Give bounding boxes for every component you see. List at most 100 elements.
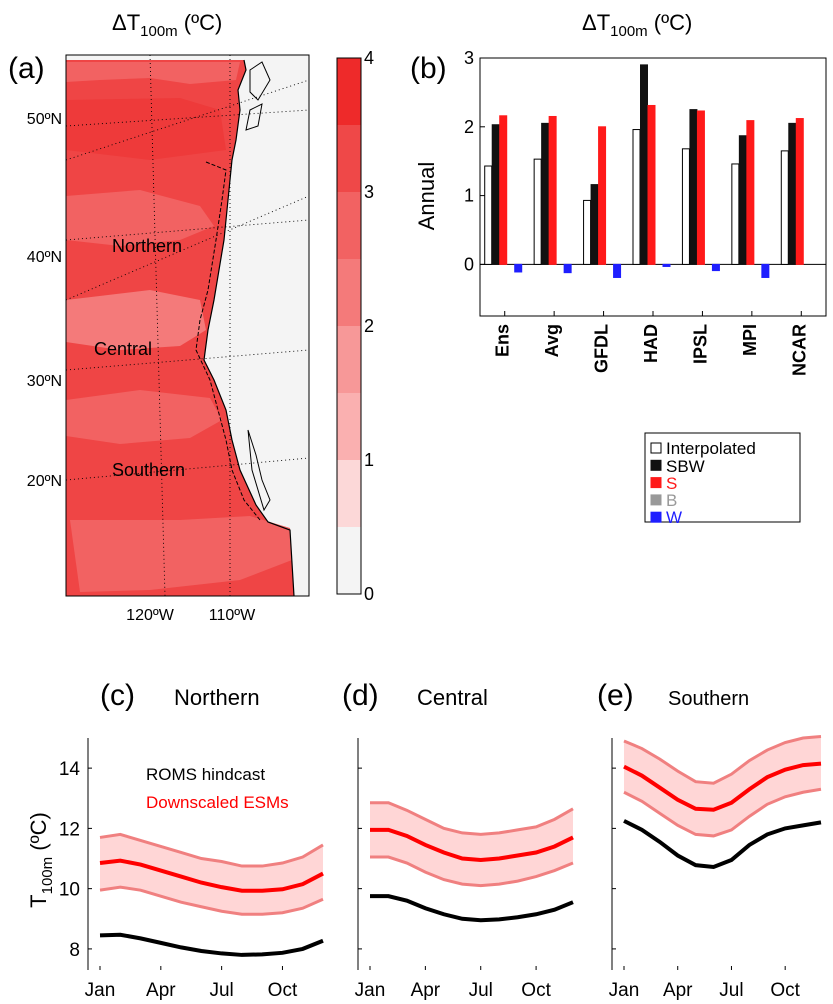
bar-legend: Interpolated SBW S B W bbox=[644, 432, 801, 527]
bar-interpolated-ncar bbox=[780, 150, 789, 265]
esm-upper-line bbox=[99, 832, 324, 868]
colorbar-segment bbox=[337, 192, 361, 259]
bar-w-ens bbox=[514, 263, 523, 273]
y-tick-label: 10 bbox=[59, 880, 80, 901]
y-tick-label: 3 bbox=[464, 48, 474, 68]
panel-b-title: ΔT100m (ºC) bbox=[582, 10, 692, 40]
region-boundary bbox=[195, 161, 261, 521]
panel-e-title: Southern bbox=[668, 688, 749, 710]
panel-d-letter: (d) bbox=[342, 679, 379, 712]
legend-label: S bbox=[666, 474, 677, 493]
y-tick-label: 8 bbox=[69, 940, 80, 961]
bar-interpolated-ens bbox=[484, 165, 493, 265]
legend-swatch bbox=[650, 494, 662, 506]
y-tick-label: 0 bbox=[464, 254, 474, 274]
x-tick-label: Jul bbox=[209, 980, 233, 1001]
bar-s-ens bbox=[499, 115, 508, 265]
colorbar-frame bbox=[336, 57, 362, 595]
x-tick-label: Oct bbox=[521, 980, 551, 1001]
bar-w-gfdl bbox=[613, 263, 622, 278]
esm-mean-line bbox=[370, 827, 574, 863]
bar-s-gfdl bbox=[598, 126, 607, 265]
esm-mean-line bbox=[623, 761, 822, 812]
colorbar-segment bbox=[337, 527, 361, 594]
baja-coast bbox=[247, 429, 271, 512]
bar-s-avg bbox=[548, 115, 557, 265]
x-category-label: Ens bbox=[493, 324, 513, 357]
graticule bbox=[66, 55, 309, 596]
legend-label: SBW bbox=[666, 457, 705, 476]
x-category-label: GFDL bbox=[592, 324, 612, 373]
esm-upper-line bbox=[370, 801, 574, 836]
bar-w-had bbox=[662, 263, 671, 267]
y-tick-label: 12 bbox=[59, 819, 80, 840]
colorbar-tick-label: 4 bbox=[364, 48, 374, 68]
colorbar-tick-label: 1 bbox=[364, 450, 374, 470]
bar-interpolated-mpi bbox=[731, 163, 740, 265]
bar-w-avg bbox=[563, 263, 572, 274]
region-label-southern: Southern bbox=[112, 460, 185, 480]
map: Northern Central Southern 50ºN 40ºN 30ºN… bbox=[27, 54, 310, 624]
panel-c-letter: (c) bbox=[100, 679, 135, 712]
lat-label: 20ºN bbox=[27, 473, 62, 490]
roms-hindcast-line bbox=[99, 932, 324, 957]
legend-swatch bbox=[650, 459, 662, 471]
bar-sbw-gfdl bbox=[590, 184, 599, 265]
lon-label: 110ºW bbox=[209, 607, 256, 624]
panel-b-letter: (b) bbox=[410, 52, 447, 85]
legend-downscaled-esms: Downscaled ESMs bbox=[146, 793, 289, 812]
warming-patch bbox=[66, 98, 226, 160]
bar-s-ipsl bbox=[696, 110, 705, 265]
map-frame bbox=[65, 54, 310, 597]
legend-label: B bbox=[666, 491, 677, 510]
warming-patch bbox=[66, 290, 206, 350]
legend-swatch bbox=[650, 442, 662, 454]
esm-mean-line bbox=[99, 858, 324, 893]
lat-label: 30ºN bbox=[27, 373, 62, 390]
legend-roms-hindcast: ROMS hindcast bbox=[146, 765, 265, 784]
colorbar-tick-label: 2 bbox=[364, 316, 374, 336]
bar-w-ipsl bbox=[711, 263, 720, 272]
bar-s-had bbox=[647, 104, 656, 265]
legend-label: W bbox=[666, 508, 682, 527]
x-category-label: Avg bbox=[542, 324, 562, 357]
lon-label: 120ºW bbox=[126, 607, 175, 624]
legend-swatch bbox=[650, 477, 662, 489]
x-tick-label: Jul bbox=[469, 980, 493, 1001]
colorbar-segment bbox=[337, 259, 361, 326]
lat-label: 50ºN bbox=[27, 111, 62, 128]
esm-lower-line bbox=[370, 855, 574, 888]
x-tick-label: Oct bbox=[770, 980, 800, 1001]
region-label-central: Central bbox=[94, 339, 152, 359]
warming-patch bbox=[66, 190, 214, 246]
lat-label: 40ºN bbox=[27, 249, 62, 266]
coastline bbox=[203, 59, 295, 596]
bar-interpolated-ipsl bbox=[681, 148, 690, 265]
x-tick-label: Jan bbox=[355, 980, 386, 1001]
bar-s-mpi bbox=[746, 120, 755, 265]
colorbar bbox=[336, 57, 362, 595]
panel-a-title: ΔT100m (ºC) bbox=[112, 10, 222, 40]
legend-frame bbox=[644, 432, 801, 523]
panel-b-ylabel: Annual bbox=[414, 162, 439, 231]
y-tick-label: 1 bbox=[464, 186, 474, 206]
bar-sbw-ens bbox=[491, 124, 500, 265]
roms-hindcast-line bbox=[370, 894, 574, 923]
legend-swatch bbox=[650, 511, 662, 523]
esm-lower-line bbox=[623, 787, 822, 838]
x-tick-label: Jan bbox=[85, 980, 116, 1001]
roms-hindcast-line bbox=[623, 819, 822, 869]
colorbar-segment bbox=[337, 393, 361, 460]
line-charts: 8 10 12 14 Jan Apr Jul Oct Jan Apr Jul Oct Jan Apr Jul… bbox=[59, 734, 822, 1001]
x-tick-label: Apr bbox=[663, 980, 693, 1001]
y-tick-label: 14 bbox=[59, 759, 81, 780]
panel-c-ylabel: T100m (ºC) bbox=[26, 812, 56, 908]
x-category-label: MPI bbox=[740, 324, 760, 356]
x-category-label: HAD bbox=[641, 324, 661, 363]
x-tick-label: Apr bbox=[411, 980, 441, 1001]
bar-chart: 0 1 2 3 Ens Avg GFDL HAD IPSL MPI NCAR bbox=[464, 48, 827, 376]
islands bbox=[245, 61, 271, 131]
x-tick-label: Jan bbox=[609, 980, 640, 1001]
esm-spread-band bbox=[370, 802, 573, 886]
